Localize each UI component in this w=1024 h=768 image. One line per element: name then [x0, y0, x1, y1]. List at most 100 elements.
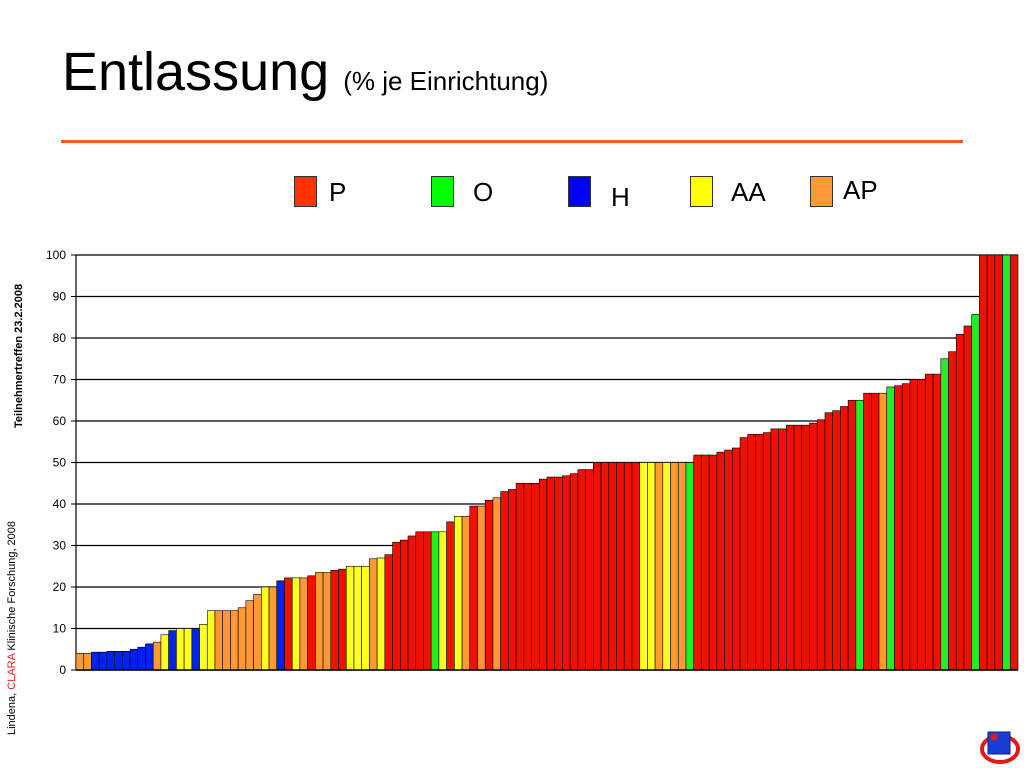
- bar-h: [122, 651, 131, 671]
- y-tick-label: 20: [53, 580, 67, 594]
- bar-p: [407, 535, 417, 671]
- bar-p: [623, 462, 633, 671]
- bar-h: [106, 651, 115, 671]
- bar-p: [770, 428, 779, 671]
- legend-label-p: P: [329, 177, 347, 207]
- y-tick-label: 10: [53, 622, 67, 636]
- bar-p: [469, 505, 478, 671]
- legend-swatch-ap: [810, 176, 833, 207]
- bar-aa: [662, 462, 671, 671]
- bar-p: [824, 412, 833, 671]
- bar-p: [338, 568, 347, 671]
- legend-swatch-aa: [690, 176, 713, 207]
- bar-aa: [183, 628, 193, 671]
- title-subtitle: (% je Einrichtung): [343, 66, 549, 96]
- title-main: Entlassung: [62, 42, 330, 102]
- y-tick-label: 60: [53, 414, 67, 428]
- bar-p: [917, 379, 926, 671]
- bar-h: [191, 628, 200, 671]
- bar-aa: [160, 634, 169, 671]
- bar-o: [430, 531, 440, 671]
- bar-ap: [75, 653, 85, 671]
- bar-ap: [83, 653, 92, 671]
- bar-p: [392, 541, 401, 671]
- bar-p: [608, 462, 617, 671]
- clara-logo: [980, 731, 1020, 764]
- bar-ap: [299, 577, 308, 671]
- bar-p: [330, 570, 339, 671]
- bar-p: [554, 476, 563, 671]
- bar-p: [801, 424, 810, 671]
- bar-h: [137, 646, 146, 671]
- bar-p: [484, 499, 494, 671]
- bar-p: [631, 462, 640, 671]
- bar-p: [724, 449, 733, 671]
- bar-aa: [199, 624, 208, 671]
- bar-ap: [268, 586, 278, 671]
- bar-ap: [222, 610, 231, 671]
- bar-ap: [461, 516, 471, 671]
- bar-p: [600, 462, 610, 671]
- bar-o: [971, 314, 980, 671]
- bar-ap: [253, 594, 262, 671]
- bar-ap: [492, 497, 501, 671]
- bar-h: [114, 651, 123, 671]
- title-divider: [61, 140, 963, 143]
- bar-p: [569, 473, 579, 671]
- source-credit: Lindena, CLARA Klinische Forschung, 2008: [6, 521, 18, 735]
- bar-p: [762, 432, 772, 671]
- bar-aa: [261, 586, 270, 671]
- bar-ap: [230, 610, 239, 671]
- bar-p: [423, 531, 432, 671]
- bar-ap: [152, 641, 162, 671]
- bar-p: [955, 333, 965, 671]
- page-title: Entlassung (% je Einrichtung): [62, 40, 548, 113]
- bar-p: [832, 410, 841, 671]
- bar-p: [909, 379, 918, 671]
- bar-p: [932, 373, 942, 671]
- bar-aa: [639, 462, 648, 671]
- bar-p: [523, 482, 532, 671]
- bar-h: [145, 643, 154, 671]
- event-label: Teilnehmertreffen 23.2.2008: [13, 283, 25, 428]
- bar-p: [384, 554, 393, 671]
- bar-h: [98, 651, 108, 671]
- bar-p: [816, 419, 826, 671]
- bar-p: [616, 462, 625, 671]
- bar-p: [307, 575, 316, 671]
- bar-p: [747, 433, 756, 671]
- bar-ap: [677, 462, 687, 671]
- y-tick-label: 40: [53, 497, 67, 511]
- bar-aa: [438, 531, 447, 671]
- bar-p: [508, 489, 517, 671]
- bar-o: [1002, 254, 1011, 671]
- bar-p: [948, 351, 957, 671]
- bar-ap: [322, 572, 332, 671]
- y-tick-label: 30: [53, 539, 67, 553]
- bar-aa: [361, 565, 370, 671]
- legend-label-aa: AA: [731, 177, 766, 207]
- bar-p: [732, 447, 741, 671]
- bar-p: [562, 475, 571, 671]
- bar-p: [546, 476, 556, 671]
- bar-aa: [176, 628, 185, 671]
- y-tick-label: 100: [46, 248, 66, 262]
- bar-h: [168, 630, 177, 671]
- legend-swatch-p: [294, 176, 317, 207]
- bar-p: [863, 392, 872, 671]
- bar-h: [91, 651, 100, 671]
- bar-p: [716, 451, 725, 671]
- bar-p: [1009, 254, 1019, 671]
- bar-ap: [214, 610, 223, 671]
- bar-p: [693, 454, 702, 671]
- source-suffix: Klinische Forschung, 2008: [6, 520, 18, 654]
- bar-p: [847, 399, 857, 671]
- y-tick-label: 80: [53, 331, 67, 345]
- bar-p: [701, 454, 710, 671]
- bar-aa: [206, 610, 216, 671]
- bar-p: [894, 385, 903, 671]
- legend-label-o: O: [473, 177, 494, 207]
- bar-o: [685, 462, 694, 671]
- bar-p: [870, 392, 880, 671]
